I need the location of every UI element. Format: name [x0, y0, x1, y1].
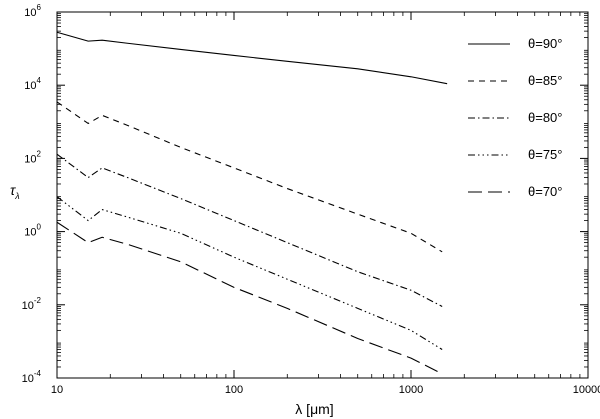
legend-label-2: θ=85° — [528, 73, 562, 88]
legend-label-4: θ=75° — [528, 147, 562, 162]
y-tick-label: 10-4 — [22, 369, 42, 385]
series-line-2 — [56, 101, 443, 253]
y-tick-label: 100 — [24, 223, 41, 239]
x-tick-label: 10 — [51, 384, 63, 396]
series-line-4 — [56, 196, 443, 350]
x-tick-label: 1000 — [399, 384, 423, 396]
series-line-3 — [56, 153, 443, 307]
plot-area — [56, 11, 589, 379]
y-tick-label: 10-2 — [22, 296, 42, 312]
series-line-1 — [56, 31, 448, 85]
y-tick-label: 102 — [24, 149, 41, 165]
legend-label-3: θ=80° — [528, 110, 562, 125]
axes: 10 100 1000 10000 10-4 10-2 100 102 104 106 λ [μm]… — [10, 3, 600, 417]
legend-label-1: θ=90° — [528, 36, 562, 51]
y-tick-label: 104 — [24, 76, 41, 92]
x-axis-label: λ [μm] — [295, 401, 333, 417]
legend-label-5: θ=70° — [528, 184, 562, 199]
series-group — [56, 31, 448, 375]
series-line-5 — [56, 221, 443, 375]
x-tick-label: 10000 — [573, 384, 600, 396]
legend: θ=90° θ=85° θ=80° θ=75° θ=70° — [468, 36, 562, 199]
y-tick-label: 106 — [24, 3, 41, 19]
y-axis-label: τλ — [10, 182, 20, 201]
plot-frame — [56, 11, 589, 379]
x-tick-label: 100 — [225, 384, 243, 396]
